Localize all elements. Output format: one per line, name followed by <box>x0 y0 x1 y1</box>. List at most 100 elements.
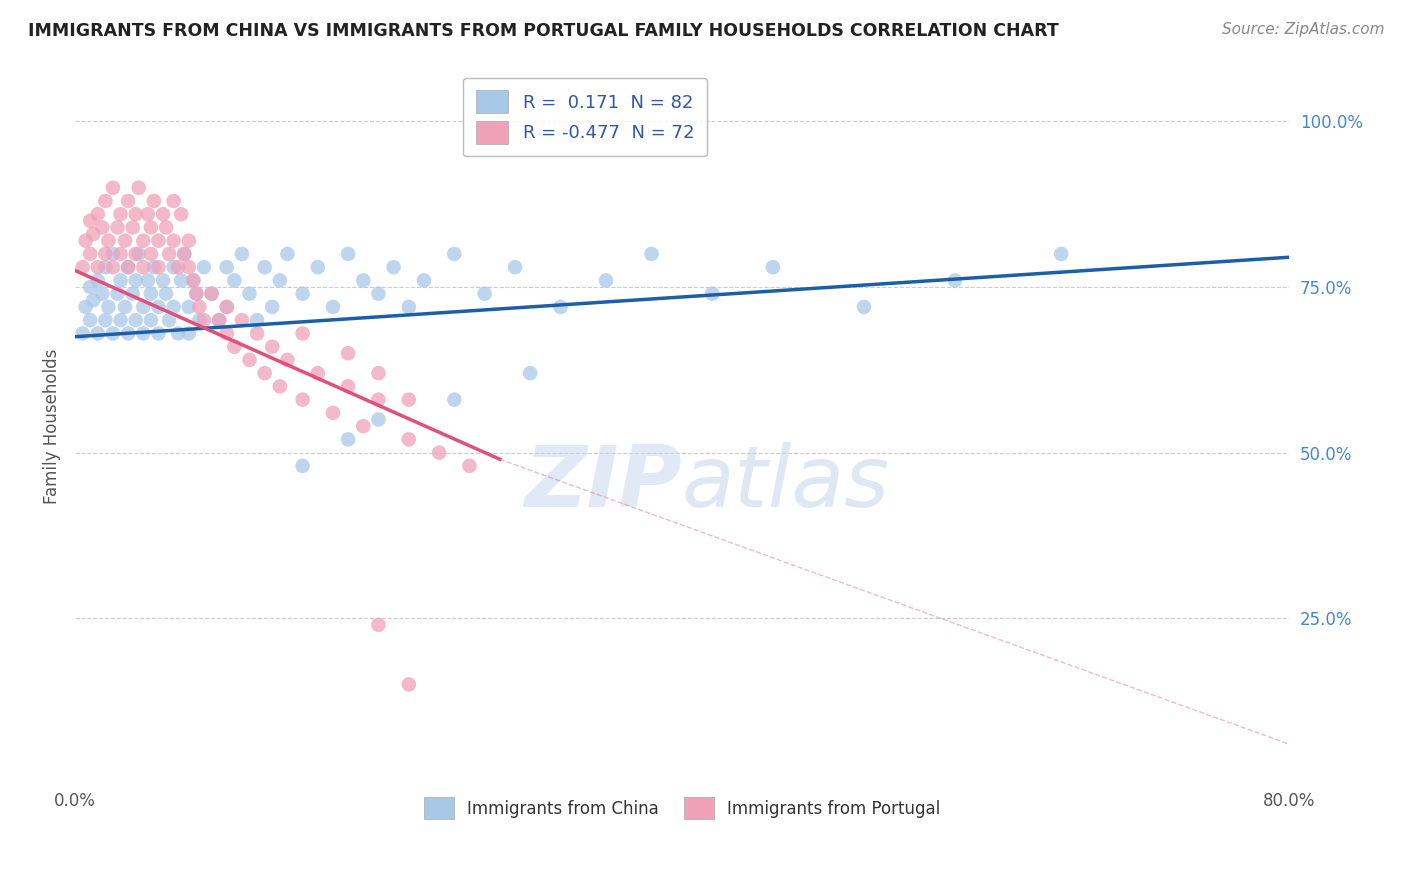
Immigrants from China <box>101 247 124 261</box>
Immigrants from Portugal <box>177 234 200 248</box>
Immigrants from China <box>200 286 222 301</box>
Immigrants from Portugal <box>94 194 117 208</box>
Immigrants from Portugal <box>79 214 101 228</box>
Immigrants from China <box>208 313 231 327</box>
Immigrants from China <box>215 260 238 275</box>
Immigrants from Portugal <box>183 273 205 287</box>
Immigrants from China <box>595 273 617 287</box>
Immigrants from Portugal <box>139 220 162 235</box>
Immigrants from Portugal <box>186 286 208 301</box>
Immigrants from Portugal <box>148 234 170 248</box>
Immigrants from Portugal <box>152 207 174 221</box>
Immigrants from Portugal <box>82 227 104 241</box>
Immigrants from China <box>503 260 526 275</box>
Immigrants from Portugal <box>367 392 389 407</box>
Immigrants from Portugal <box>177 260 200 275</box>
Immigrants from China <box>82 293 104 308</box>
Immigrants from Portugal <box>291 392 314 407</box>
Immigrants from Portugal <box>253 366 276 380</box>
Immigrants from Portugal <box>162 234 184 248</box>
Immigrants from Portugal <box>224 340 246 354</box>
Immigrants from Portugal <box>125 207 148 221</box>
Immigrants from China <box>352 273 374 287</box>
Immigrants from Portugal <box>398 392 420 407</box>
Immigrants from China <box>246 313 269 327</box>
Immigrants from China <box>640 247 662 261</box>
Immigrants from China <box>110 273 132 287</box>
Immigrants from Portugal <box>101 180 124 194</box>
Text: IMMIGRANTS FROM CHINA VS IMMIGRANTS FROM PORTUGAL FAMILY HOUSEHOLDS CORRELATION : IMMIGRANTS FROM CHINA VS IMMIGRANTS FROM… <box>28 22 1059 40</box>
Immigrants from Portugal <box>322 406 344 420</box>
Immigrants from China <box>128 247 150 261</box>
Immigrants from Portugal <box>398 677 420 691</box>
Immigrants from China <box>117 260 139 275</box>
Immigrants from China <box>162 260 184 275</box>
Immigrants from Portugal <box>75 234 97 248</box>
Immigrants from China <box>75 300 97 314</box>
Immigrants from China <box>173 247 195 261</box>
Immigrants from China <box>253 260 276 275</box>
Immigrants from China <box>382 260 405 275</box>
Legend: Immigrants from China, Immigrants from Portugal: Immigrants from China, Immigrants from P… <box>418 790 946 825</box>
Immigrants from China <box>155 286 177 301</box>
Immigrants from Portugal <box>136 207 159 221</box>
Immigrants from Portugal <box>208 313 231 327</box>
Immigrants from China <box>943 273 966 287</box>
Immigrants from China <box>276 247 298 261</box>
Immigrants from China <box>97 300 120 314</box>
Immigrants from China <box>550 300 572 314</box>
Immigrants from China <box>413 273 436 287</box>
Immigrants from China <box>177 300 200 314</box>
Immigrants from China <box>231 247 253 261</box>
Immigrants from Portugal <box>269 379 291 393</box>
Immigrants from Portugal <box>72 260 94 275</box>
Y-axis label: Family Households: Family Households <box>44 349 60 504</box>
Immigrants from China <box>157 313 180 327</box>
Text: Source: ZipAtlas.com: Source: ZipAtlas.com <box>1222 22 1385 37</box>
Immigrants from China <box>87 326 110 341</box>
Immigrants from China <box>188 313 211 327</box>
Immigrants from Portugal <box>170 207 193 221</box>
Immigrants from China <box>398 300 420 314</box>
Immigrants from Portugal <box>157 247 180 261</box>
Immigrants from China <box>87 273 110 287</box>
Immigrants from Portugal <box>262 340 284 354</box>
Immigrants from Portugal <box>231 313 253 327</box>
Immigrants from China <box>262 300 284 314</box>
Immigrants from China <box>177 326 200 341</box>
Immigrants from China <box>269 273 291 287</box>
Immigrants from Portugal <box>97 234 120 248</box>
Immigrants from China <box>215 300 238 314</box>
Immigrants from Portugal <box>337 346 360 360</box>
Immigrants from China <box>125 273 148 287</box>
Immigrants from Portugal <box>200 286 222 301</box>
Immigrants from China <box>1050 247 1073 261</box>
Immigrants from China <box>79 280 101 294</box>
Immigrants from China <box>183 273 205 287</box>
Immigrants from China <box>94 260 117 275</box>
Immigrants from Portugal <box>132 234 155 248</box>
Immigrants from China <box>186 286 208 301</box>
Immigrants from China <box>367 412 389 426</box>
Immigrants from China <box>148 300 170 314</box>
Immigrants from Portugal <box>367 366 389 380</box>
Immigrants from China <box>367 286 389 301</box>
Immigrants from China <box>291 458 314 473</box>
Immigrants from Portugal <box>117 194 139 208</box>
Immigrants from Portugal <box>291 326 314 341</box>
Immigrants from Portugal <box>238 352 260 367</box>
Immigrants from Portugal <box>94 247 117 261</box>
Immigrants from China <box>107 286 129 301</box>
Immigrants from Portugal <box>162 194 184 208</box>
Immigrants from China <box>148 326 170 341</box>
Immigrants from China <box>193 260 215 275</box>
Immigrants from China <box>110 313 132 327</box>
Immigrants from China <box>443 247 465 261</box>
Immigrants from China <box>167 326 190 341</box>
Immigrants from China <box>162 300 184 314</box>
Immigrants from China <box>132 300 155 314</box>
Immigrants from China <box>152 273 174 287</box>
Immigrants from Portugal <box>427 445 450 459</box>
Immigrants from China <box>94 313 117 327</box>
Immigrants from China <box>139 313 162 327</box>
